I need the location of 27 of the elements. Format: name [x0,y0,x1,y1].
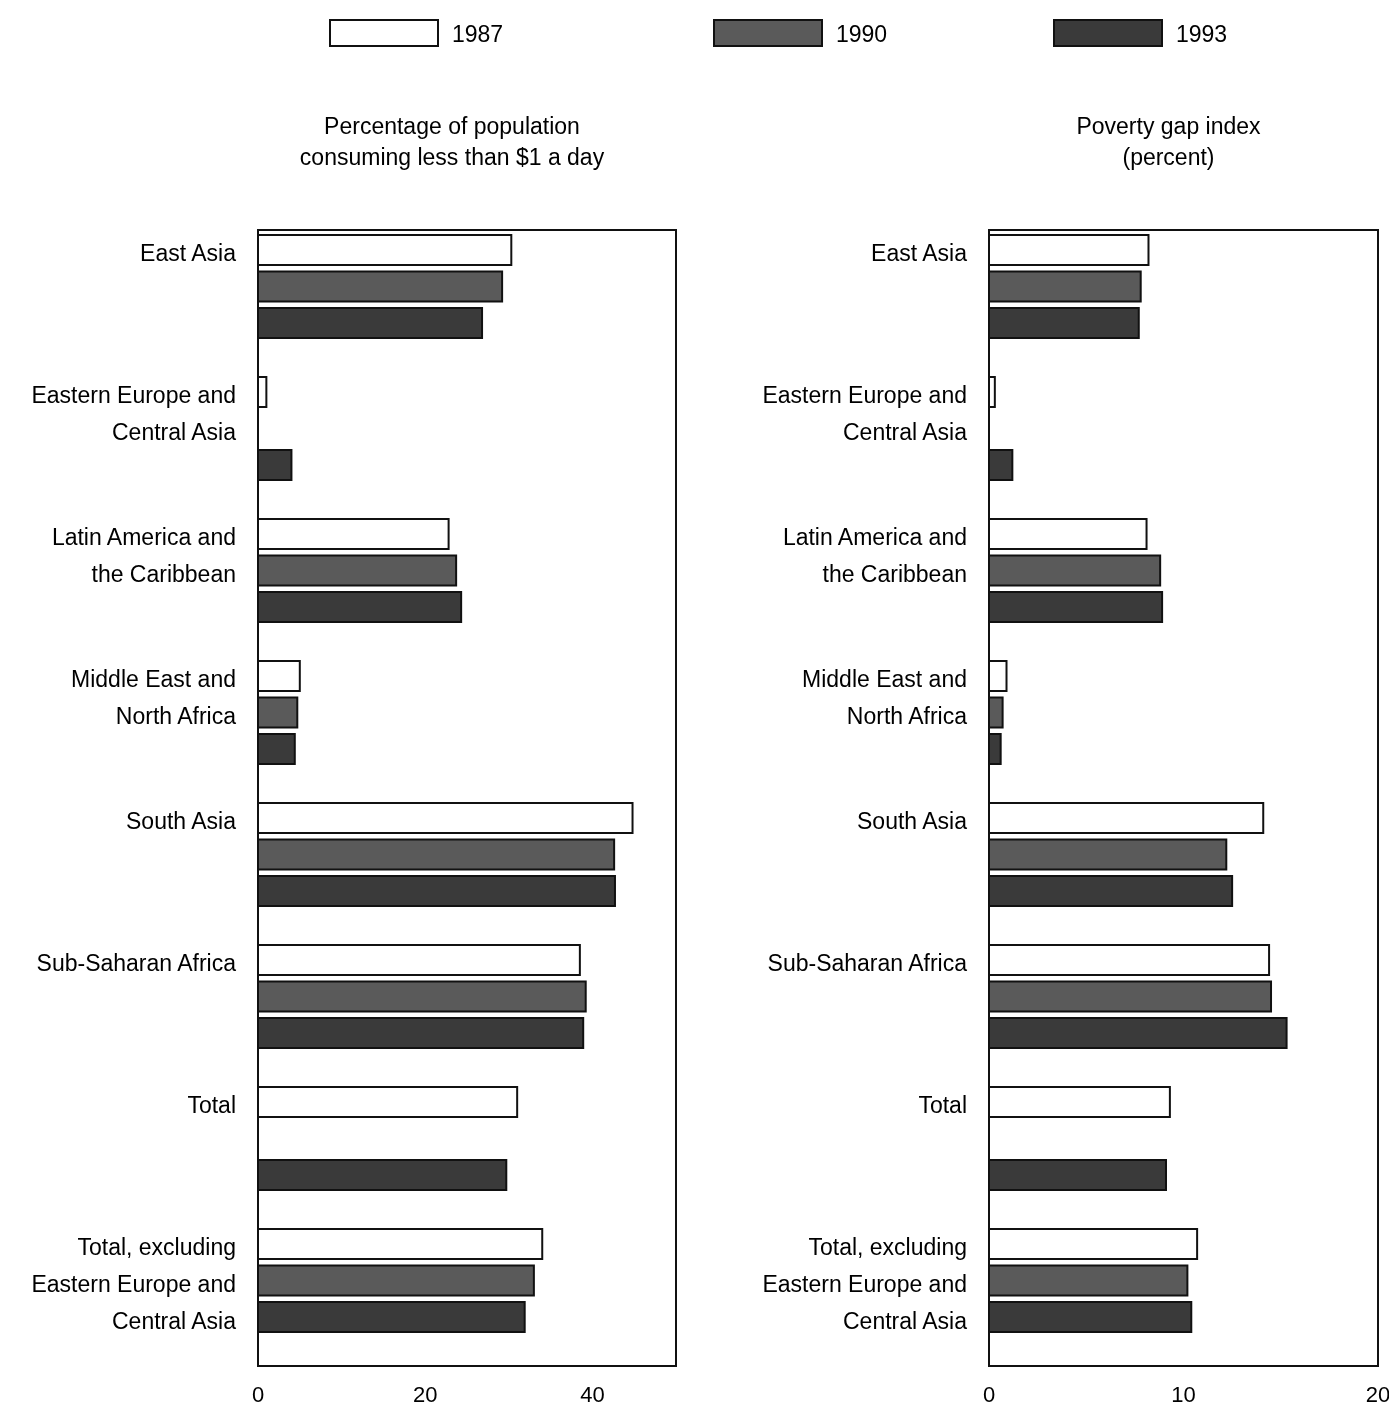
legend-label: 1990 [836,21,888,47]
y-tick-label: East Asia [140,240,237,266]
x-tick-label: 0 [251,1382,265,1407]
legend-label: 1987 [452,21,504,47]
y-tick-label: East Asia [871,240,968,266]
y-tick-label: Eastern Europe and Central Asia [31,382,237,445]
y-tick-label: Total [918,1092,967,1118]
y-tick-label: Middle East and North Africa [71,666,237,729]
y-tick-label: Latin America and the Caribbean [51,524,236,587]
x-tick-label: 20 [1365,1382,1389,1407]
y-tick-label: Total [187,1092,236,1118]
x-tick-label: 20 [412,1382,438,1407]
legend-label: 1993 [1176,21,1228,47]
y-tick-label: Sub-Saharan Africa [36,950,237,976]
y-tick-label: Eastern Europe and Central Asia [762,382,968,445]
y-tick-label: South Asia [857,808,968,834]
y-tick-label: Middle East and North Africa [802,666,968,729]
y-tick-label: South Asia [126,808,237,834]
y-tick-label: Sub-Saharan Africa [767,950,968,976]
y-tick-label: Latin America and the Caribbean [782,524,967,587]
chart-title: Poverty gap index (percent) [1076,113,1262,170]
y-tick-label: Total, excluding Eastern Europe and Central Asia [31,1234,237,1334]
x-tick-label: 0 [982,1382,996,1407]
chart-title: Percentage of population consuming less than $1 a day [299,113,605,170]
x-tick-label: 40 [580,1382,605,1407]
y-tick-label: Total, excluding Eastern Europe and Central Asia [762,1234,968,1334]
x-tick-label: 10 [1171,1382,1196,1407]
